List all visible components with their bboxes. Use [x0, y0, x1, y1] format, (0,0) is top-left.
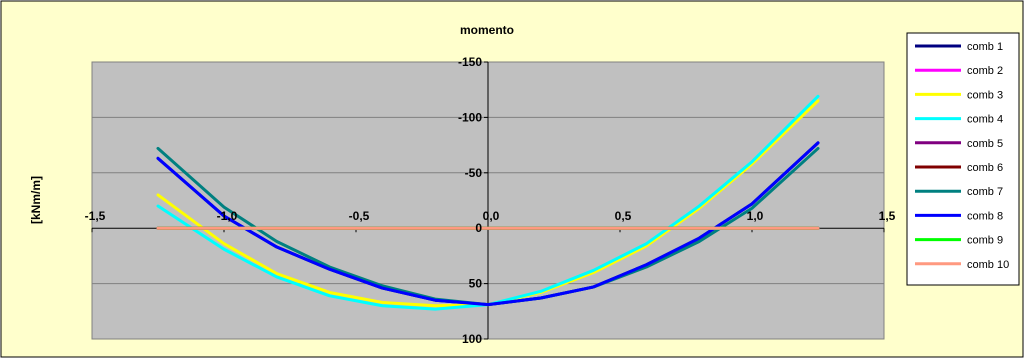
y-tick-label: 100 — [462, 332, 482, 346]
x-tick-labels: -1,5 -1,0 -0,5 0,0 0,5 1,0 1,5 — [85, 209, 896, 223]
y-tick-labels: -150 -100 -50 0 50 100 — [458, 55, 482, 346]
legend-items: comb 1 comb 2 comb 3 comb 4 comb 5 comb 6 comb… — [915, 41, 1009, 271]
legend-label: comb 9 — [967, 235, 1003, 247]
legend-label: comb 2 — [967, 65, 1003, 77]
legend — [906, 32, 1020, 286]
x-tick-label: -0,5 — [349, 209, 370, 223]
x-tick-label: 1,5 — [879, 209, 896, 223]
x-tick-label: 0,0 — [483, 209, 500, 223]
x-tick-label: 1,0 — [747, 209, 764, 223]
series-layer — [156, 94, 820, 311]
chart-title: momento — [460, 23, 514, 37]
legend-label: comb 8 — [967, 210, 1003, 222]
y-tick-label: -150 — [458, 55, 482, 69]
y-tick-label: 0 — [475, 221, 482, 235]
x-tick-label: -1,5 — [85, 209, 106, 223]
y-tick-label: -50 — [465, 166, 483, 180]
legend-label: comb 5 — [967, 138, 1003, 150]
legend-label: comb 3 — [967, 89, 1003, 101]
legend-label: comb 4 — [967, 114, 1003, 126]
legend-label: comb 7 — [967, 186, 1003, 198]
legend-label: comb 10 — [967, 259, 1009, 271]
x-tick-label: -1,0 — [217, 209, 238, 223]
series-line-comb-8 — [156, 141, 820, 307]
x-tick-label: 0,5 — [615, 209, 632, 223]
y-tick-label: -100 — [458, 110, 482, 124]
legend-label: comb 1 — [967, 41, 1003, 53]
y-axis-label: [kNm/m] — [29, 176, 43, 224]
y-tick-label: 50 — [469, 277, 483, 291]
legend-label: comb 6 — [967, 162, 1003, 174]
